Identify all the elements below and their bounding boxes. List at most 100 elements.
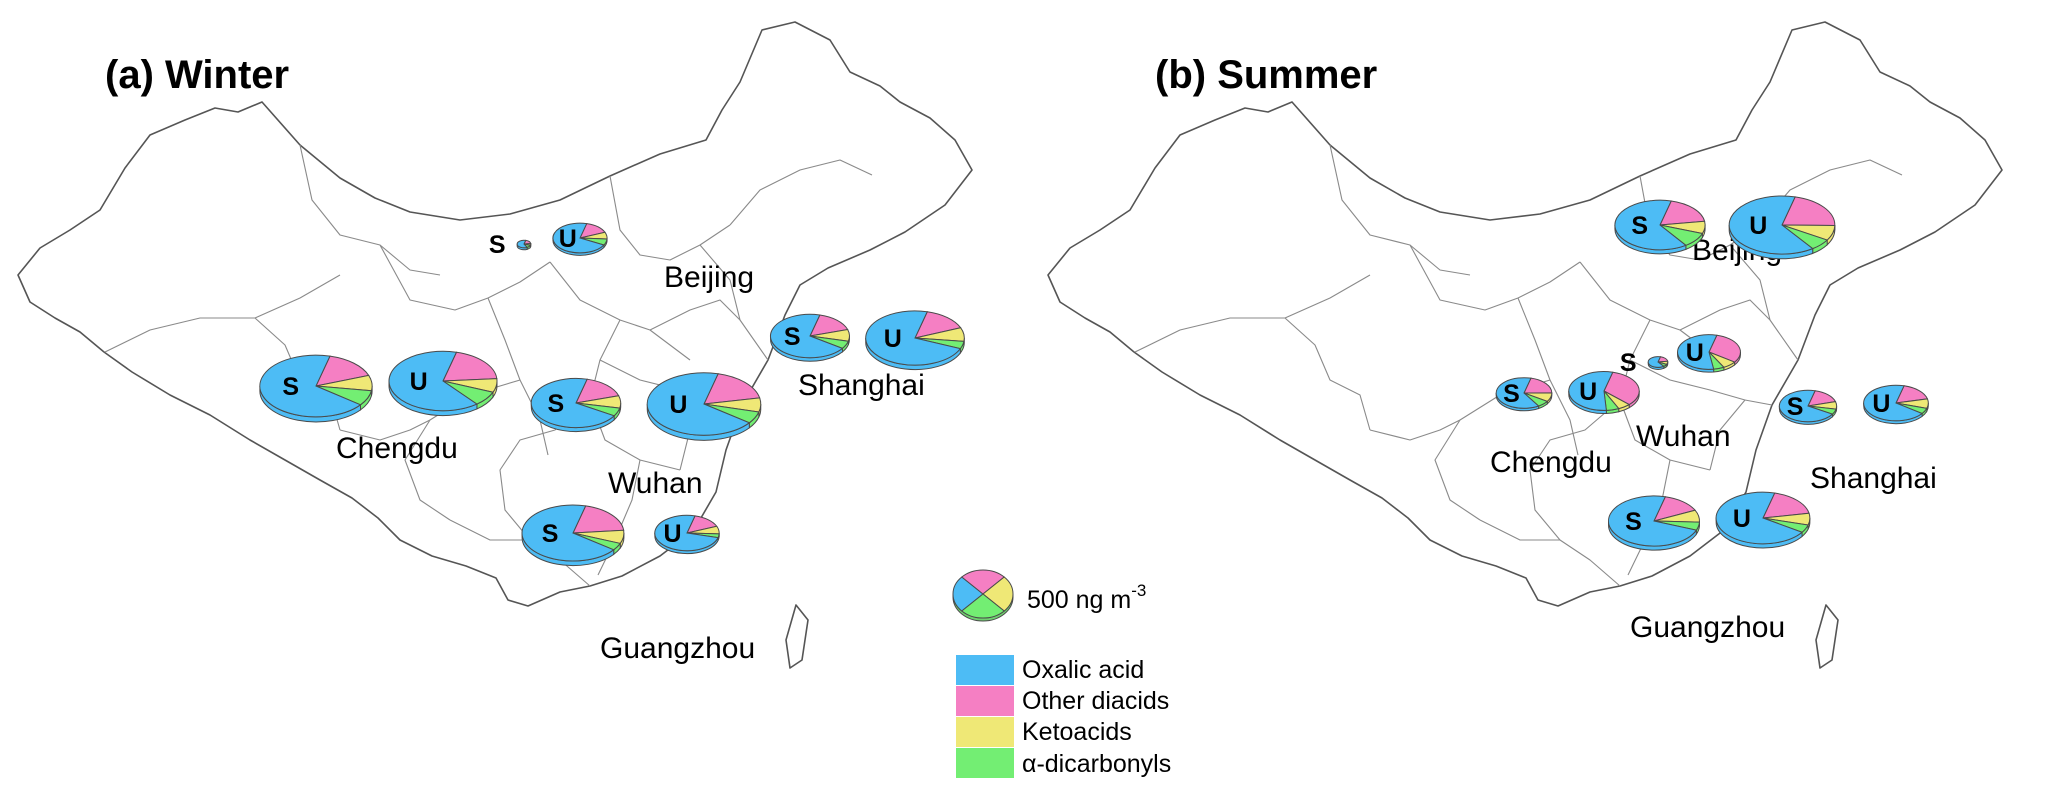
- legend-scale-pie-slice: [952, 576, 984, 612]
- winter-beijing-s-pie-site-label: S: [489, 231, 506, 259]
- winter-wuhan-u-pie-slice-oxalic-acid: [646, 372, 751, 436]
- legend-scale-exponent: -3: [1131, 581, 1146, 600]
- winter-chengdu-s-pie-slice-other-diacids: [315, 355, 370, 387]
- winter-shanghai-u-pie: U: [865, 310, 965, 371]
- legend-swatch-oxalic-acid: [956, 655, 1014, 685]
- winter-chengdu-s-pie: S: [259, 354, 373, 423]
- winter-wuhan-u-pie: U: [646, 372, 762, 441]
- city-label-winter-chengdu: Chengdu: [336, 432, 458, 465]
- legend-label-other-diacids: Other diacids: [1022, 687, 1169, 715]
- summer-chengdu-u-pie-slice-other-diacids: [1603, 371, 1640, 406]
- summer-chengdu-u-pie-site-label: U: [1579, 378, 1597, 406]
- legend-scale-text: 500 ng m: [1027, 586, 1131, 614]
- winter-beijing-u-pie-site-label: U: [559, 225, 577, 253]
- summer-guangzhou-s-pie-site-label: S: [1625, 508, 1642, 536]
- summer-wuhan-s-pie-site-label: S: [1620, 349, 1637, 377]
- winter-wuhan-s-pie: S: [530, 377, 622, 433]
- summer-wuhan-u-pie-site-label: U: [1686, 339, 1704, 367]
- legend-scale-pie: [952, 569, 1014, 622]
- summer-guangzhou-s-pie-slice-oxalic-acid: [1608, 495, 1698, 547]
- winter-chengdu-u-pie-site-label: U: [410, 368, 428, 396]
- summer-shanghai-s-pie-slice-oxalic-acid: [1778, 389, 1834, 423]
- legend-scale-pie-slice: [960, 593, 1006, 619]
- panel-title-winter: (a) Winter: [105, 53, 289, 97]
- summer-guangzhou-u-pie-slice-other-diacids: [1762, 492, 1810, 519]
- map-china-summer: [1047, 21, 2003, 669]
- summer-beijing-u-pie-site-label: U: [1749, 212, 1767, 240]
- summer-chengdu-u-pie: U: [1568, 371, 1640, 415]
- winter-shanghai-s-pie-slice-oxalic-acid: [770, 313, 844, 359]
- summer-wuhan-s-pie: S: [1620, 349, 1669, 377]
- summer-beijing-s-pie: S: [1614, 199, 1706, 255]
- legend-scale-pie-slice: [960, 569, 1006, 595]
- summer-chengdu-s-pie: S: [1495, 377, 1553, 412]
- panel-title-summer: (b) Summer: [1155, 53, 1377, 97]
- legend-scale-label: 500 ng m-3: [1027, 581, 1146, 614]
- legend-label-oxalic-acid: Oxalic acid: [1022, 656, 1144, 684]
- city-label-summer-wuhan: Wuhan: [1636, 420, 1731, 453]
- winter-shanghai-s-pie-site-label: S: [784, 323, 801, 351]
- city-label-winter-guangzhou: Guangzhou: [600, 632, 755, 665]
- winter-chengdu-s-pie-site-label: S: [282, 373, 299, 401]
- winter-guangzhou-s-pie-slice-other-diacids: [572, 505, 625, 534]
- summer-beijing-s-pie-slice-oxalic-acid: [1614, 199, 1687, 251]
- city-label-summer-guangzhou: Guangzhou: [1630, 611, 1785, 644]
- winter-guangzhou-s-pie-slice-oxalic-acid: [521, 504, 615, 562]
- winter-beijing-u-pie: U: [552, 222, 608, 256]
- summer-guangzhou-s-pie: S: [1608, 495, 1700, 551]
- winter-chengdu-s-pie-slice-oxalic-acid: [259, 354, 362, 418]
- winter-chengdu-u-pie-slice-oxalic-acid: [388, 350, 478, 412]
- winter-shanghai-s-pie: S: [770, 313, 850, 362]
- winter-chengdu-u-pie: U: [388, 350, 498, 417]
- winter-shanghai-u-pie-slice-oxalic-acid: [865, 310, 962, 366]
- city-label-winter-wuhan: Wuhan: [608, 467, 703, 500]
- legend-scale-pie-slice: [982, 576, 1014, 612]
- summer-beijing-u-pie-slice-oxalic-acid: [1728, 195, 1814, 255]
- legend-swatch-other-diacids: [956, 686, 1014, 716]
- summer-beijing-s-pie-site-label: S: [1631, 212, 1648, 240]
- summer-beijing-u-pie: U: [1728, 195, 1836, 260]
- legend-label-alpha-dicarbonyls: α-dicarbonyls: [1022, 750, 1171, 778]
- summer-chengdu-u-pie-slice-oxalic-acid: [1568, 371, 1614, 411]
- winter-wuhan-s-pie-slice-oxalic-acid: [530, 377, 616, 429]
- city-label-summer-shanghai: Shanghai: [1810, 462, 1937, 495]
- city-label-winter-shanghai: Shanghai: [798, 369, 925, 402]
- winter-wuhan-s-pie-site-label: S: [548, 390, 565, 418]
- summer-guangzhou-u-pie-site-label: U: [1733, 505, 1751, 533]
- winter-beijing-s-pie: S: [489, 231, 532, 259]
- summer-shanghai-u-pie-site-label: U: [1872, 390, 1890, 418]
- summer-shanghai-u-pie-slice-oxalic-acid: [1863, 384, 1924, 422]
- city-label-summer-chengdu: Chengdu: [1490, 446, 1612, 479]
- legend-label-ketoacids: Ketoacids: [1022, 718, 1132, 746]
- summer-shanghai-s-pie-site-label: S: [1787, 393, 1804, 421]
- summer-guangzhou-u-pie: U: [1715, 491, 1811, 549]
- winter-chengdu-u-pie-slice-other-diacids: [442, 351, 498, 382]
- winter-guangzhou-u-pie: U: [654, 514, 720, 555]
- summer-shanghai-s-pie: S: [1778, 389, 1838, 425]
- summer-chengdu-s-pie-site-label: S: [1503, 380, 1520, 408]
- summer-shanghai-u-pie: U: [1863, 384, 1929, 425]
- winter-wuhan-u-pie-site-label: U: [669, 391, 687, 419]
- legend: 500 ng m-3 Oxalic acid Other diacids Ket…: [952, 569, 1171, 778]
- pie-layer: S US US US US US US US US US U: [259, 195, 1929, 567]
- summer-wuhan-u-pie: U: [1677, 334, 1741, 373]
- summer-wuhan-s-pie-slice-oxalic-acid: [1647, 356, 1665, 368]
- summer-guangzhou-u-pie-slice-oxalic-acid: [1715, 491, 1804, 545]
- island-taiwan: [1815, 604, 1839, 669]
- legend-swatch-alpha-dicarbonyls: [956, 748, 1014, 778]
- summer-chengdu-s-pie-slice-oxalic-acid: [1495, 377, 1540, 409]
- winter-wuhan-u-pie-slice-other-diacids: [703, 373, 761, 405]
- winter-guangzhou-u-pie-site-label: U: [663, 520, 681, 548]
- summer-wuhan-u-pie-slice-other-diacids: [1708, 334, 1741, 363]
- winter-shanghai-u-pie-site-label: U: [884, 325, 902, 353]
- island-taiwan: [785, 604, 809, 669]
- map-china-winter: [17, 21, 973, 669]
- city-label-winter-beijing: Beijing: [664, 261, 754, 294]
- legend-swatch-ketoacids: [956, 717, 1014, 747]
- winter-guangzhou-s-pie: S: [521, 504, 625, 567]
- winter-beijing-s-pie-slice-oxalic-acid: [516, 239, 529, 249]
- summer-beijing-u-pie-slice-other-diacids: [1781, 196, 1836, 227]
- winter-guangzhou-u-pie-slice-oxalic-acid: [654, 514, 719, 552]
- summer-beijing-s-pie-slice-other-diacids: [1659, 200, 1706, 226]
